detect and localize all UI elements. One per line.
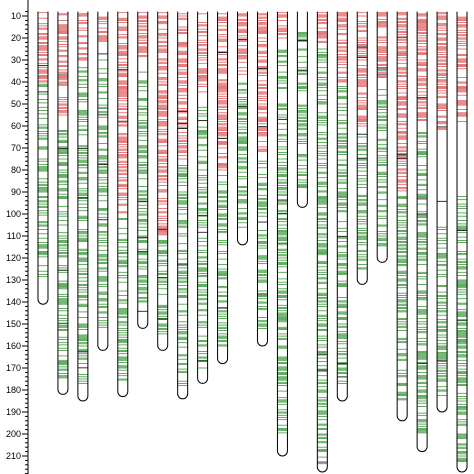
axis-tick-label: 20: [11, 33, 21, 43]
axis-tick-label: 140: [6, 297, 21, 307]
column-outline: [316, 11, 328, 473]
column-outline: [137, 11, 149, 329]
axis-tick-label: 180: [6, 385, 21, 395]
core-column: [157, 11, 169, 351]
column-outline: [157, 11, 169, 351]
column-outline: [97, 11, 109, 351]
column-outline: [197, 11, 209, 384]
axis-tick-label: 130: [6, 275, 21, 285]
core-column: [376, 11, 388, 263]
core-column: [276, 11, 288, 457]
axis-tick-label: 50: [11, 99, 21, 109]
core-column: [336, 11, 348, 402]
axis-tick-label: 190: [6, 407, 21, 417]
core-column: [77, 11, 89, 402]
core-column: [177, 11, 189, 400]
column-outline: [376, 11, 388, 263]
axis-tick-label: 150: [6, 319, 21, 329]
depth-axis: 10 20 30 40 50 60 70 80 90 100 110 120 130 140 150 160 1…: [6, 0, 29, 474]
axis-tick-label: 40: [11, 77, 21, 87]
column-outline: [256, 11, 268, 347]
core-column: [137, 11, 149, 329]
column-outline: [177, 11, 189, 400]
column-outline: [37, 11, 49, 305]
axis-tick-label: 210: [6, 451, 21, 461]
column-outline: [57, 11, 69, 395]
axis-tick-label: 120: [6, 253, 21, 263]
axis-tick-label: 70: [11, 143, 21, 153]
axis-tick-label: 90: [11, 187, 21, 197]
axis-tick-label: 160: [6, 341, 21, 351]
column-outline: [296, 11, 308, 208]
axis-tick-label: 80: [11, 165, 21, 175]
core-column: [416, 11, 428, 453]
axis-tick-label: 100: [6, 209, 21, 219]
core-column: [97, 11, 109, 351]
axis-tick-label: 60: [11, 121, 21, 131]
core-column: [436, 11, 448, 413]
column-outline: [356, 11, 368, 285]
core-column: [316, 11, 328, 473]
core-column: [117, 11, 129, 398]
core-columns: [37, 11, 468, 473]
column-outline: [237, 11, 249, 246]
axis-tick-label: 30: [11, 55, 21, 65]
core-column: [197, 11, 209, 384]
axis-tick-label: 170: [6, 363, 21, 373]
axis-tick-label: 10: [11, 11, 21, 21]
core-column: [456, 11, 468, 473]
core-column: [396, 11, 408, 422]
core-column: [57, 11, 69, 395]
column-outline: [396, 11, 408, 422]
column-outline: [436, 11, 448, 413]
core-column: [256, 11, 268, 347]
core-column: [217, 11, 229, 365]
column-outline: [416, 11, 428, 453]
column-outline: [77, 11, 89, 402]
core-column: [296, 11, 308, 208]
column-outline: [456, 11, 468, 473]
core-column: [237, 11, 249, 246]
column-outline: [336, 11, 348, 402]
column-outline: [217, 11, 229, 365]
core-column: [37, 11, 49, 305]
core-column: [356, 11, 368, 285]
axis-tick-label: 200: [6, 429, 21, 439]
axis-tick-label: 110: [7, 231, 21, 241]
column-outline: [117, 11, 129, 398]
column-outline: [276, 11, 288, 457]
